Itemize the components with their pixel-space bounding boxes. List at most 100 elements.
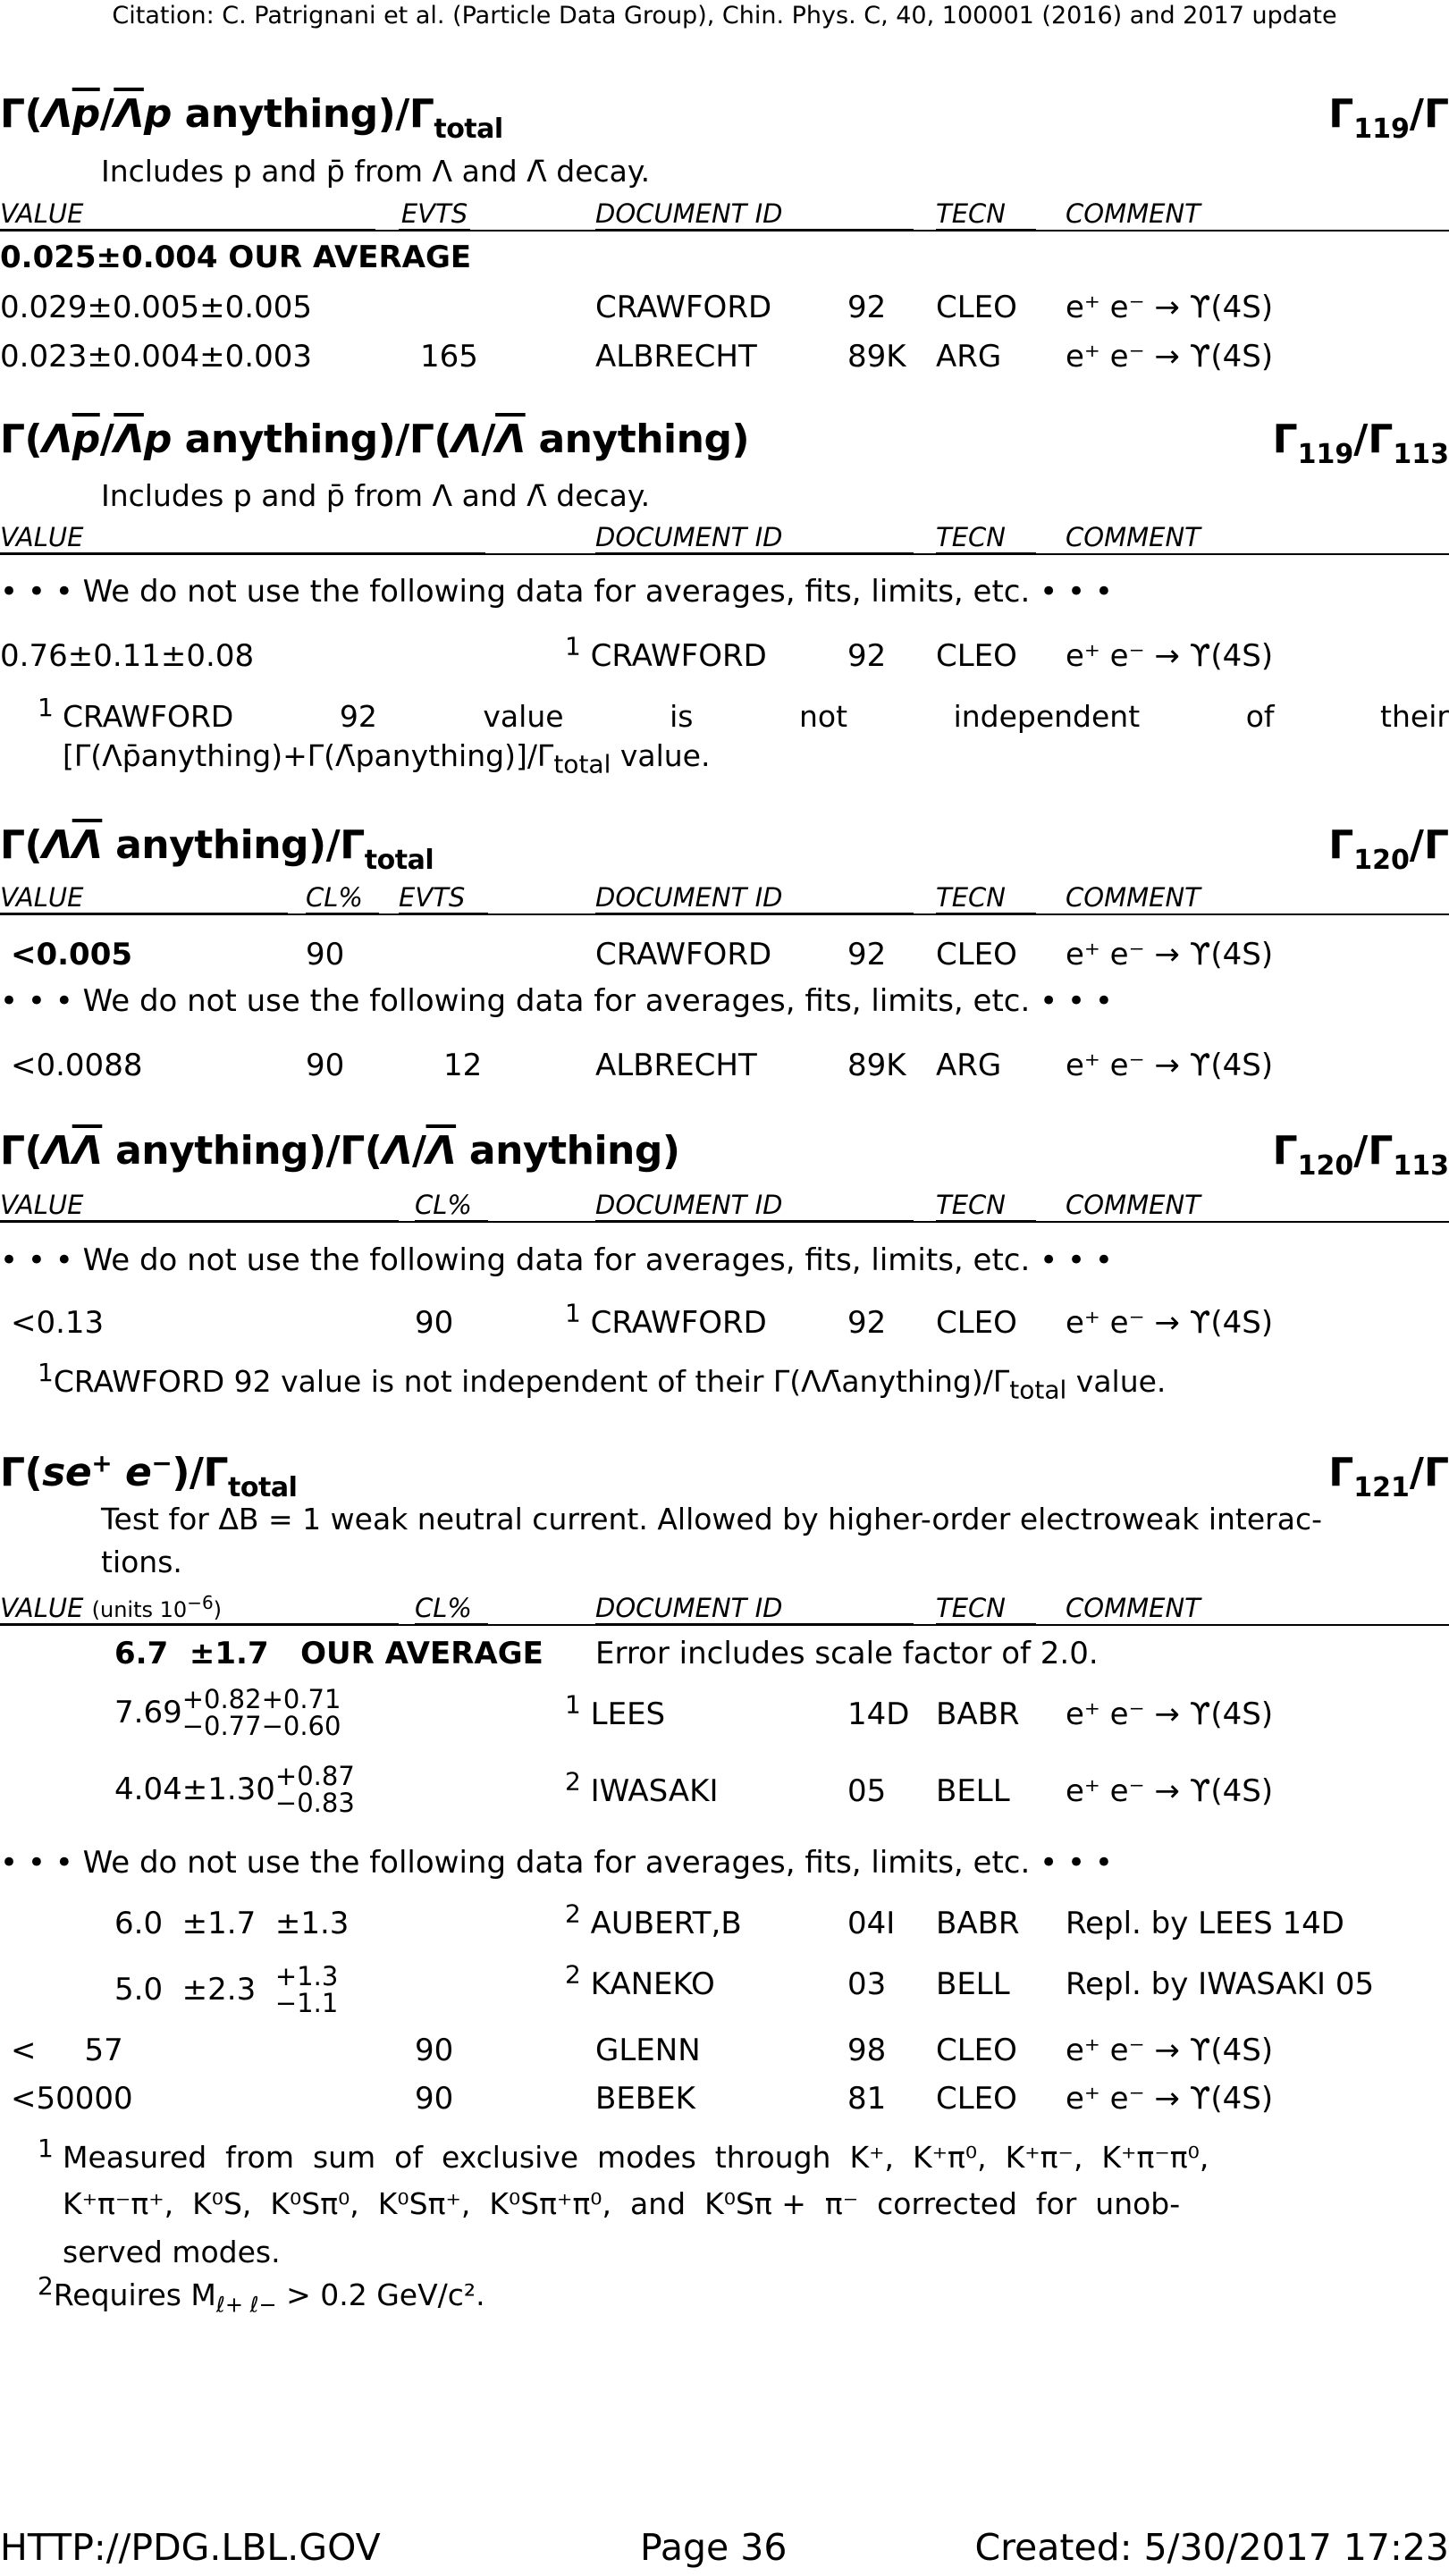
section-note: Includes p and p̄ from Λ and Λ̄ decay. (101, 154, 651, 189)
table-row-value: <0.005 (11, 937, 133, 972)
table-row-tecn: ARG (936, 339, 1002, 375)
table-row-tecn: CLEO (936, 2081, 1017, 2117)
table-row-doc: 2 AUBERT,B (565, 1898, 742, 1941)
table-row-cl: 90 (306, 937, 345, 972)
table-row-value: 0.029±0.005±0.005 (0, 290, 312, 325)
table-row-value: 0.023±0.004±0.003 (0, 339, 312, 375)
table-row-value: <0.0088 (11, 1048, 143, 1083)
table-row-comment: e⁺ e⁻ → ϒ(4S) (1066, 1696, 1274, 1732)
table-row-tecn: CLEO (936, 290, 1017, 325)
table-row-year: 98 (847, 2033, 887, 2068)
table-row-year: 03 (847, 1966, 887, 2002)
col-comment: COMMENT (1066, 522, 1200, 552)
table-row-cl: 90 (306, 1048, 345, 1083)
col-evts: EVTS (399, 198, 470, 231)
footer-url: HTTP://PDG.LBL.GOV (0, 2526, 381, 2569)
col-value: VALUE (0, 522, 485, 554)
table-row-value: <0.13 (11, 1305, 105, 1341)
table-row-tecn: CLEO (936, 638, 1017, 674)
no-use-notice: • • • We do not use the following data f… (0, 1242, 1113, 1278)
col-cl: CL% (415, 1190, 488, 1222)
section-title-lambda-lambdabar-lambda: Γ(ΛΛ anything)/Γ(Λ/Λ anything) (0, 1128, 680, 1174)
col-docid: DOCUMENT ID (595, 1593, 914, 1625)
col-comment: COMMENT (1066, 1190, 1200, 1220)
footnote-line1: Measured from sum of exclusive modes thr… (63, 2140, 1209, 2175)
table-row-value: <50000 (11, 2081, 133, 2117)
no-use-notice: • • • We do not use the following data f… (0, 574, 1113, 610)
table-row-comment: e⁺ e⁻ → ϒ(4S) (1066, 638, 1274, 674)
table-row-comment: e⁺ e⁻ → ϒ(4S) (1066, 2033, 1274, 2068)
table-row-tecn: BABR (936, 1906, 1020, 1941)
col-cl: CL% (415, 1593, 488, 1625)
header-rule (0, 1221, 1449, 1223)
col-docid: DOCUMENT ID (595, 882, 914, 914)
table-row-value: 5.0 ±2.3 +1.3 −1.1 (114, 1961, 339, 2018)
col-tecn: TECN (936, 1190, 1036, 1222)
table-row-doc: 1 CRAWFORD (565, 631, 767, 674)
table-row-comment: Repl. by LEES 14D (1066, 1906, 1344, 1941)
table-row-doc: 1 LEES (565, 1689, 666, 1732)
col-tecn: TECN (936, 882, 1036, 914)
table-row-year: 92 (847, 1305, 887, 1341)
table-row-year: 05 (847, 1773, 887, 1809)
table-row-comment: e⁺ e⁻ → ϒ(4S) (1066, 1305, 1274, 1341)
table-row-year: 92 (847, 290, 887, 325)
table-row-doc: GLENN (595, 2033, 701, 2068)
col-tecn: TECN (936, 522, 1036, 554)
table-row-cl: 90 (415, 2033, 454, 2068)
table-row-doc: 2 KANEKO (565, 1959, 715, 2002)
section-title-lambda-pbar-lambda: Γ(Λp/Λp anything)/Γ(Λ/Λ anything) (0, 417, 750, 462)
section-title-see-total: Γ(se+ e−)/Γtotal (0, 1448, 298, 1503)
table-row-tecn: CLEO (936, 937, 1017, 972)
footnote-line3: served modes. (63, 2235, 281, 2269)
table-row-year: 14D (847, 1696, 910, 1732)
table-row-year: 92 (847, 937, 887, 972)
footnote: 2Requires Mℓ+ ℓ− > 0.2 GeV/c². (38, 2271, 485, 2318)
table-row-tecn: BELL (936, 1966, 1010, 2002)
table-row-doc: ALBRECHT (595, 1048, 757, 1083)
table-row-doc: 1 CRAWFORD (565, 1298, 767, 1341)
table-row-comment: e⁺ e⁻ → ϒ(4S) (1066, 937, 1274, 972)
table-row-tecn: CLEO (936, 2033, 1017, 2068)
table-row-doc: 2 IWASAKI (565, 1766, 719, 1809)
table-row-year: 89K (847, 339, 906, 375)
table-row-comment: Repl. by IWASAKI 05 (1066, 1966, 1375, 2002)
citation: Citation: C. Patrignani et al. (Particle… (112, 2, 1337, 29)
table-row-comment: e⁺ e⁻ → ϒ(4S) (1066, 290, 1274, 325)
table-row-cl: 90 (415, 1305, 454, 1341)
table-row-doc: CRAWFORD (595, 290, 772, 325)
col-cl: CL% (306, 882, 379, 914)
section-title-lambda-lambdabar-total: Γ(ΛΛ anything)/Γtotal (0, 822, 434, 876)
header-rule (0, 1624, 1449, 1626)
header-rule (0, 553, 1449, 555)
average-note: Error includes scale factor of 2.0. (595, 1636, 1099, 1671)
section-title-lambda-pbar-total: Γ(Λp/Λp anything)/Γtotal (0, 91, 503, 145)
footnote-marker: 1 (38, 2134, 54, 2163)
table-row-doc: ALBRECHT (595, 339, 757, 375)
footnote-line2: K⁺π⁻π⁺, K⁰S, K⁰Sπ⁰, K⁰Sπ⁺, K⁰Sπ⁺π⁰, and … (63, 2186, 1181, 2221)
footnote-marker: 1 (38, 693, 54, 722)
table-row-doc: BEBEK (595, 2081, 695, 2117)
footer-page: Page 36 (640, 2526, 788, 2569)
table-row-cl: 90 (415, 2081, 454, 2117)
no-use-notice: • • • We do not use the following data f… (0, 983, 1113, 1019)
header-rule (0, 913, 1449, 915)
table-row-value: 4.04±1.30 +0.87 −0.83 (114, 1761, 355, 1818)
gamma-ref: Γ120/Γ (1328, 822, 1449, 876)
table-row-year: 81 (847, 2081, 887, 2117)
gamma-ref: Γ119/Γ113 (1272, 417, 1449, 470)
gamma-ref: Γ119/Γ (1328, 91, 1449, 145)
col-docid: DOCUMENT ID (595, 1190, 914, 1222)
table-row-doc: CRAWFORD (595, 937, 772, 972)
col-evts: EVTS (399, 882, 488, 914)
col-value: VALUE (0, 882, 288, 914)
table-row-year: 89K (847, 1048, 906, 1083)
our-average-row: 0.025±0.004 OUR AVERAGE (0, 240, 472, 275)
gamma-ref: Γ120/Γ113 (1272, 1128, 1449, 1182)
table-row-tecn: ARG (936, 1048, 1002, 1083)
table-row-value: 7.69 +0.82 −0.77 +0.71 −0.60 (114, 1684, 341, 1741)
section-note: Includes p and p̄ from Λ and Λ̄ decay. (101, 478, 651, 513)
col-comment: COMMENT (1066, 198, 1200, 229)
col-comment: COMMENT (1066, 1593, 1200, 1623)
section-note-cont: tions. (101, 1545, 182, 1579)
